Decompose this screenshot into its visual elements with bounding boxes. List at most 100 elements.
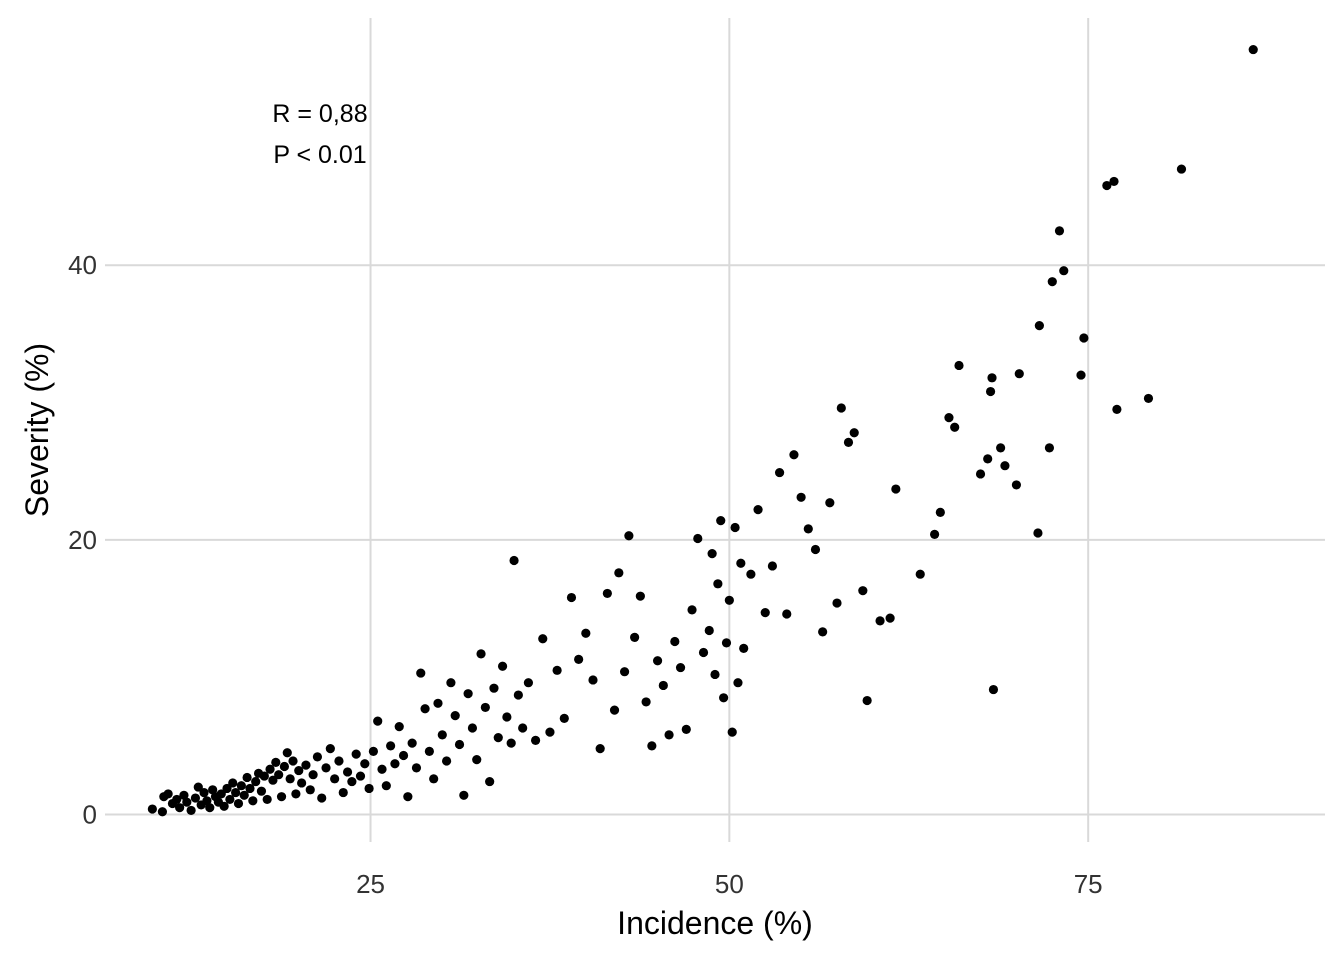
- data-point: [355, 771, 366, 781]
- data-point: [652, 656, 663, 666]
- data-point: [347, 776, 357, 787]
- data-point: [256, 786, 267, 796]
- data-point: [459, 790, 469, 800]
- data-point: [381, 781, 391, 791]
- data-point: [796, 492, 806, 502]
- data-point: [437, 730, 447, 740]
- data-point: [753, 505, 763, 515]
- data-point: [719, 693, 729, 703]
- data-point: [502, 712, 512, 722]
- data-point: [274, 770, 284, 780]
- data-point: [858, 586, 868, 596]
- data-point: [509, 555, 519, 566]
- data-point: [523, 678, 534, 688]
- data-point: [1047, 277, 1057, 287]
- data-point: [411, 763, 422, 773]
- stat-annotation: R = 0,88: [272, 100, 367, 128]
- data-point: [746, 569, 756, 579]
- data-point: [390, 759, 400, 769]
- data-point: [574, 654, 584, 664]
- data-point: [228, 778, 238, 788]
- data-point: [944, 413, 954, 423]
- data-point: [664, 730, 674, 740]
- data-point: [825, 498, 835, 508]
- data-point: [312, 752, 323, 762]
- data-point: [446, 678, 456, 688]
- data-point: [950, 422, 960, 432]
- data-point: [301, 760, 311, 770]
- data-point: [935, 507, 945, 517]
- data-point: [205, 803, 215, 813]
- x-tick-label: 75: [1074, 869, 1103, 899]
- data-point: [288, 756, 298, 766]
- data-point: [239, 790, 249, 800]
- data-point: [271, 757, 281, 767]
- data-point: [843, 437, 854, 447]
- data-point: [276, 792, 287, 802]
- data-point: [157, 807, 168, 817]
- data-point: [513, 690, 523, 700]
- data-point: [225, 794, 235, 805]
- data-point: [1059, 266, 1069, 276]
- data-point: [485, 776, 495, 787]
- x-tick-label: 50: [715, 869, 744, 899]
- y-tick-label: 20: [68, 525, 97, 555]
- data-point: [236, 781, 246, 791]
- data-point: [1044, 443, 1055, 453]
- data-point: [259, 771, 269, 781]
- data-point: [297, 778, 307, 788]
- data-point: [454, 739, 465, 750]
- data-point: [803, 524, 813, 534]
- data-point: [294, 765, 304, 776]
- data-point: [489, 683, 499, 693]
- data-point: [291, 789, 301, 799]
- data-point: [467, 723, 478, 733]
- data-point: [282, 748, 292, 758]
- data-point: [1248, 44, 1258, 55]
- data-point: [609, 705, 620, 715]
- data-point: [190, 793, 201, 803]
- data-point: [810, 544, 821, 555]
- data-point: [480, 702, 490, 713]
- data-point: [233, 798, 244, 809]
- data-point: [1033, 528, 1043, 538]
- annotations: R = 0,88 P < 0.01: [272, 100, 367, 169]
- data-point: [342, 767, 353, 777]
- data-point: [849, 428, 859, 438]
- data-point: [442, 756, 452, 766]
- data-point: [364, 783, 374, 794]
- data-point: [219, 801, 229, 811]
- data-point: [208, 785, 218, 795]
- data-point: [305, 785, 315, 795]
- data-point: [698, 647, 709, 658]
- data-point: [476, 649, 486, 659]
- data-point: [334, 756, 344, 766]
- data-point: [681, 724, 691, 734]
- data-point: [265, 764, 275, 774]
- data-point: [317, 793, 327, 803]
- y-tick-label: 0: [83, 800, 97, 830]
- data-point: [545, 727, 555, 737]
- grid-lines: [105, 18, 1325, 842]
- data-point: [1176, 164, 1187, 174]
- data-point: [693, 533, 703, 544]
- data-point: [216, 789, 226, 799]
- data-point: [588, 675, 598, 685]
- data-point: [670, 636, 680, 647]
- data-point: [1102, 180, 1112, 191]
- data-point: [716, 516, 726, 526]
- data-point: [1076, 370, 1086, 380]
- data-point: [182, 797, 192, 807]
- data-point: [721, 638, 732, 648]
- data-point: [279, 761, 290, 772]
- data-point: [472, 755, 482, 765]
- data-point: [429, 774, 439, 784]
- data-point: [782, 609, 792, 619]
- data-point: [1079, 333, 1089, 343]
- data-point: [450, 711, 460, 721]
- data-point: [641, 697, 651, 707]
- data-point: [172, 794, 182, 805]
- data-point: [463, 689, 473, 699]
